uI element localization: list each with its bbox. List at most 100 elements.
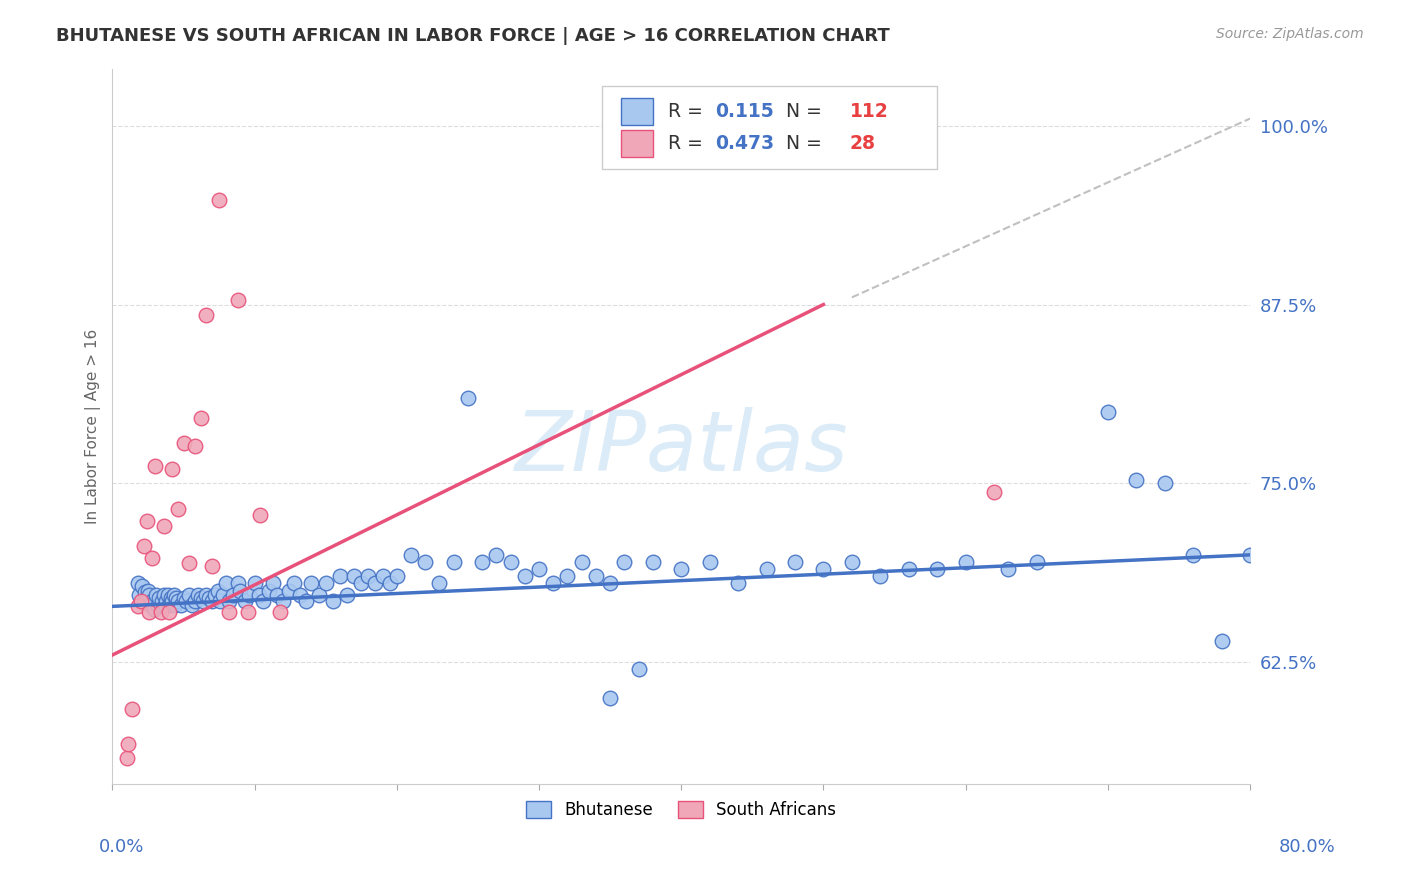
Point (173, 436, 195, 450)
Point (187, 588, 209, 602)
Point (541, 576, 564, 591)
Point (163, 598, 186, 612)
Point (143, 459, 166, 474)
Point (184, 593, 207, 607)
Point (121, 702, 143, 716)
Text: N =: N = (775, 102, 828, 121)
Point (315, 576, 337, 591)
Point (127, 599, 149, 614)
Point (294, 593, 316, 607)
Point (238, 588, 260, 602)
Text: 28: 28 (849, 134, 876, 153)
Point (173, 591, 195, 605)
Point (226, 576, 249, 591)
Point (127, 576, 149, 591)
Point (236, 605, 259, 619)
Point (671, 562, 693, 576)
Point (585, 569, 607, 583)
Point (145, 588, 167, 602)
Point (269, 605, 291, 619)
Point (148, 591, 170, 605)
Point (226, 293, 249, 308)
Point (513, 569, 536, 583)
Text: 112: 112 (849, 102, 889, 121)
Point (277, 583, 299, 598)
Point (162, 588, 184, 602)
Point (132, 593, 155, 607)
Point (557, 569, 579, 583)
Point (117, 737, 139, 751)
Point (190, 410, 212, 425)
Point (343, 569, 366, 583)
Point (142, 602, 165, 616)
Point (129, 593, 152, 607)
Point (143, 593, 166, 607)
Point (983, 484, 1005, 499)
Point (181, 598, 204, 612)
Point (139, 598, 162, 612)
Point (783, 555, 806, 569)
Point (135, 514, 157, 528)
Point (613, 555, 636, 569)
Point (229, 583, 252, 598)
Point (138, 605, 160, 619)
Point (641, 555, 664, 569)
Point (378, 576, 401, 591)
Point (301, 576, 323, 591)
Point (141, 593, 163, 607)
Point (146, 598, 169, 612)
Point (193, 593, 215, 607)
Point (166, 502, 188, 516)
Point (413, 555, 436, 569)
Point (132, 539, 155, 553)
Point (485, 548, 508, 562)
Point (997, 562, 1019, 576)
Point (257, 583, 280, 598)
Point (165, 591, 187, 605)
Point (869, 569, 891, 583)
Point (399, 548, 422, 562)
Point (198, 591, 221, 605)
Text: 80.0%: 80.0% (1279, 838, 1336, 856)
Point (897, 562, 920, 576)
Text: BHUTANESE VS SOUTH AFRICAN IN LABOR FORCE | AGE > 16 CORRELATION CHART: BHUTANESE VS SOUTH AFRICAN IN LABOR FORC… (56, 27, 890, 45)
Point (955, 555, 977, 569)
Point (252, 593, 274, 607)
Point (135, 591, 157, 605)
Point (1097, 405, 1119, 419)
Point (308, 588, 330, 602)
FancyBboxPatch shape (621, 98, 652, 125)
Point (136, 583, 159, 598)
Point (429, 576, 451, 591)
Point (527, 562, 550, 576)
Point (138, 588, 160, 602)
Point (457, 391, 479, 405)
Point (322, 593, 344, 607)
Legend: Bhutanese, South Africans: Bhutanese, South Africans (519, 794, 844, 825)
Point (153, 598, 176, 612)
Point (204, 588, 226, 602)
Point (201, 593, 224, 607)
Point (152, 588, 174, 602)
Point (385, 569, 408, 583)
Text: R =: R = (668, 102, 709, 121)
Point (179, 588, 201, 602)
Point (699, 555, 721, 569)
Point (152, 519, 174, 533)
Point (201, 559, 224, 574)
Point (336, 588, 359, 602)
Text: 0.473: 0.473 (716, 134, 775, 153)
Point (371, 569, 394, 583)
Point (927, 562, 949, 576)
Point (159, 591, 181, 605)
Point (266, 588, 288, 602)
Point (218, 593, 240, 607)
Point (471, 555, 494, 569)
Point (247, 588, 270, 602)
Point (179, 557, 201, 571)
Point (209, 593, 232, 607)
Point (599, 690, 621, 705)
Point (288, 588, 311, 602)
Point (141, 550, 163, 565)
Point (1182, 548, 1205, 562)
